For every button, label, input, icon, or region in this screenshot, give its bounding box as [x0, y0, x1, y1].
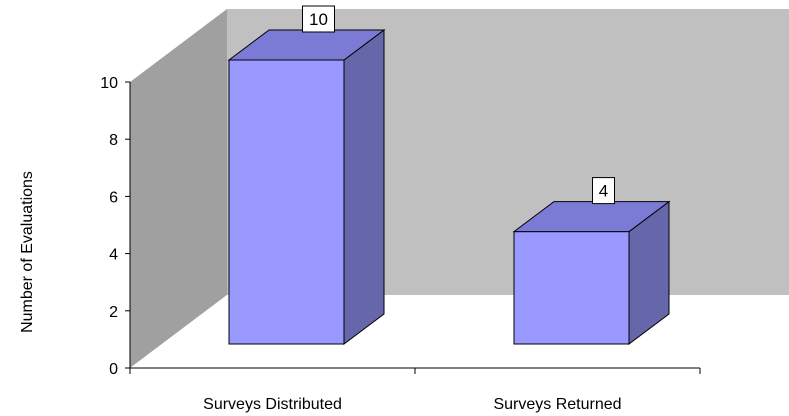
bar: 4: [512, 177, 671, 345]
y-tick-label: 2: [109, 304, 118, 321]
y-tick-label: 6: [109, 189, 118, 206]
bar-front: [513, 231, 630, 345]
y-tick-label: 8: [109, 132, 118, 149]
chart-bars: 10 4: [227, 5, 671, 345]
x-category-label: Surveys Distributed: [203, 396, 342, 413]
chart-axes: 0 2 4 6 8 10: [100, 75, 701, 378]
bar-top: [227, 29, 386, 61]
y-tick-label: 0: [109, 361, 118, 378]
data-label: 10: [309, 10, 328, 29]
data-label: 4: [599, 182, 608, 201]
y-tick-label: 4: [109, 247, 118, 264]
data-label-box: [592, 177, 615, 205]
data-label-box: [302, 5, 335, 33]
y-axis-title: Number of Evaluations: [19, 171, 36, 333]
side-wall: [130, 9, 227, 368]
bar-front: [228, 59, 345, 345]
x-category-label: Surveys Returned: [493, 396, 621, 413]
bar-top: [512, 201, 671, 233]
chart-labels: Surveys Distributed Surveys Returned: [203, 396, 621, 413]
bar-side: [343, 29, 385, 345]
bar: 10: [227, 5, 386, 345]
y-tick-label: 10: [100, 75, 118, 92]
